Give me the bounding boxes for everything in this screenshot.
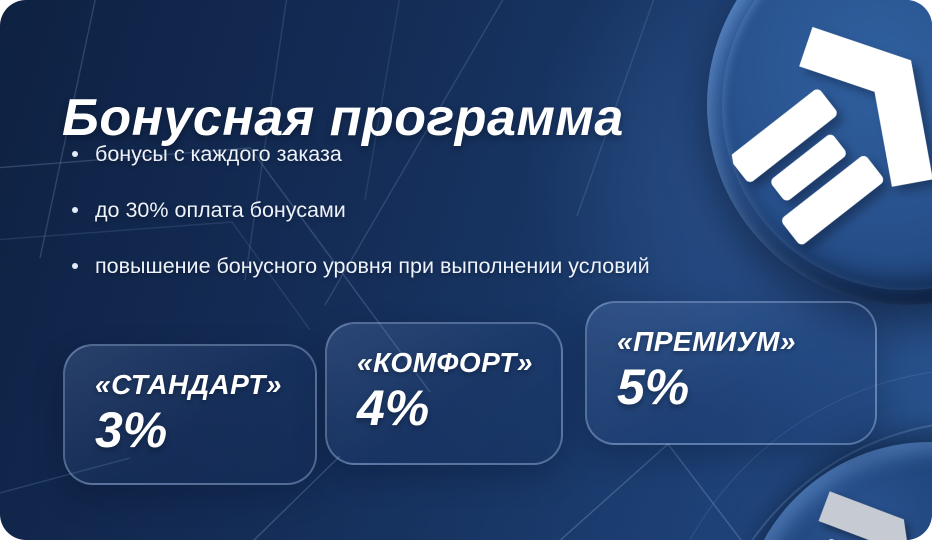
coin-top-right — [707, 0, 932, 305]
benefits-list: бонусы с каждого заказа до 30% оплата бо… — [72, 142, 650, 310]
list-item: бонусы с каждого заказа — [72, 142, 650, 166]
list-item: повышение бонусного уровня при выполнени… — [72, 254, 650, 278]
tier-value: 5% — [617, 359, 690, 415]
bullet-text: до 30% оплата бонусами — [95, 198, 346, 222]
tier-value: 3% — [95, 402, 168, 458]
list-item: до 30% оплата бонусами — [72, 198, 650, 222]
bullet-dot-icon — [72, 263, 78, 269]
brand-coin-logo-silver-icon — [763, 491, 918, 540]
page-title: Бонусная программа — [62, 88, 624, 147]
brand-coin-logo-icon — [730, 26, 932, 245]
bullet-text: повышение бонусного уровня при выполнени… — [95, 254, 650, 278]
tier-value: 4% — [357, 380, 430, 436]
tier-name: «СТАНДАРТ» — [95, 369, 282, 400]
tier-name: «КОМФОРТ» — [357, 347, 533, 378]
tier-card-premium: «ПРЕМИУМ» 5% — [585, 301, 877, 445]
bullet-text: бонусы с каждого заказа — [95, 142, 342, 166]
tier-card-comfort: «КОМФОРТ» 4% — [325, 322, 563, 465]
tier-name: «ПРЕМИУМ» — [617, 326, 796, 357]
tier-card-standard: «СТАНДАРТ» 3% — [63, 344, 317, 485]
bullet-dot-icon — [72, 207, 78, 213]
bullet-dot-icon — [72, 151, 78, 157]
